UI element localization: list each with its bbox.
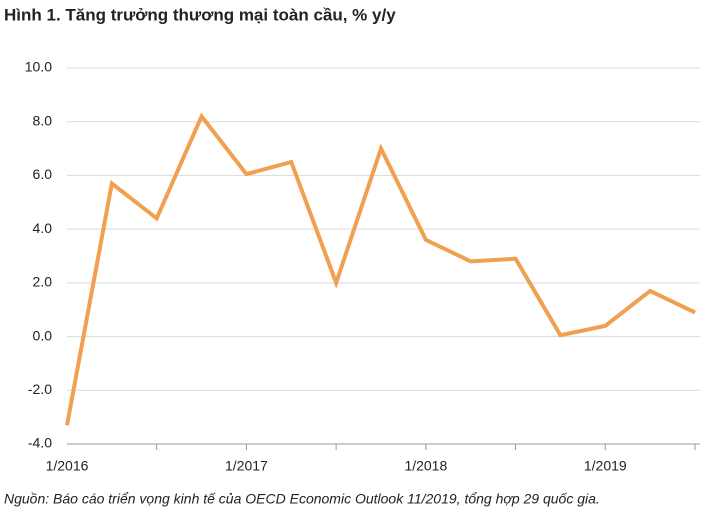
x-tick-label: 1/2018 xyxy=(404,458,447,474)
y-tick-label: 10.0 xyxy=(25,59,52,75)
x-tick-label: 1/2019 xyxy=(584,458,627,474)
data-line xyxy=(65,112,696,426)
y-tick-label: 6.0 xyxy=(33,166,53,182)
x-tick-label: 1/2016 xyxy=(46,458,89,474)
y-tick-label: 4.0 xyxy=(33,220,53,236)
y-tick-label: 0.0 xyxy=(33,327,53,343)
chart-title: Hình 1. Tăng trưởng thương mại toàn cầu,… xyxy=(4,5,396,24)
chart-source: Nguồn: Báo cáo triển vọng kinh tế của OE… xyxy=(4,491,600,507)
y-tick-label: -2.0 xyxy=(28,381,52,397)
x-tick-label: 1/2017 xyxy=(225,458,268,474)
y-tick-label: -4.0 xyxy=(28,435,52,451)
y-tick-label: 8.0 xyxy=(33,112,53,128)
y-tick-label: 2.0 xyxy=(33,274,53,290)
